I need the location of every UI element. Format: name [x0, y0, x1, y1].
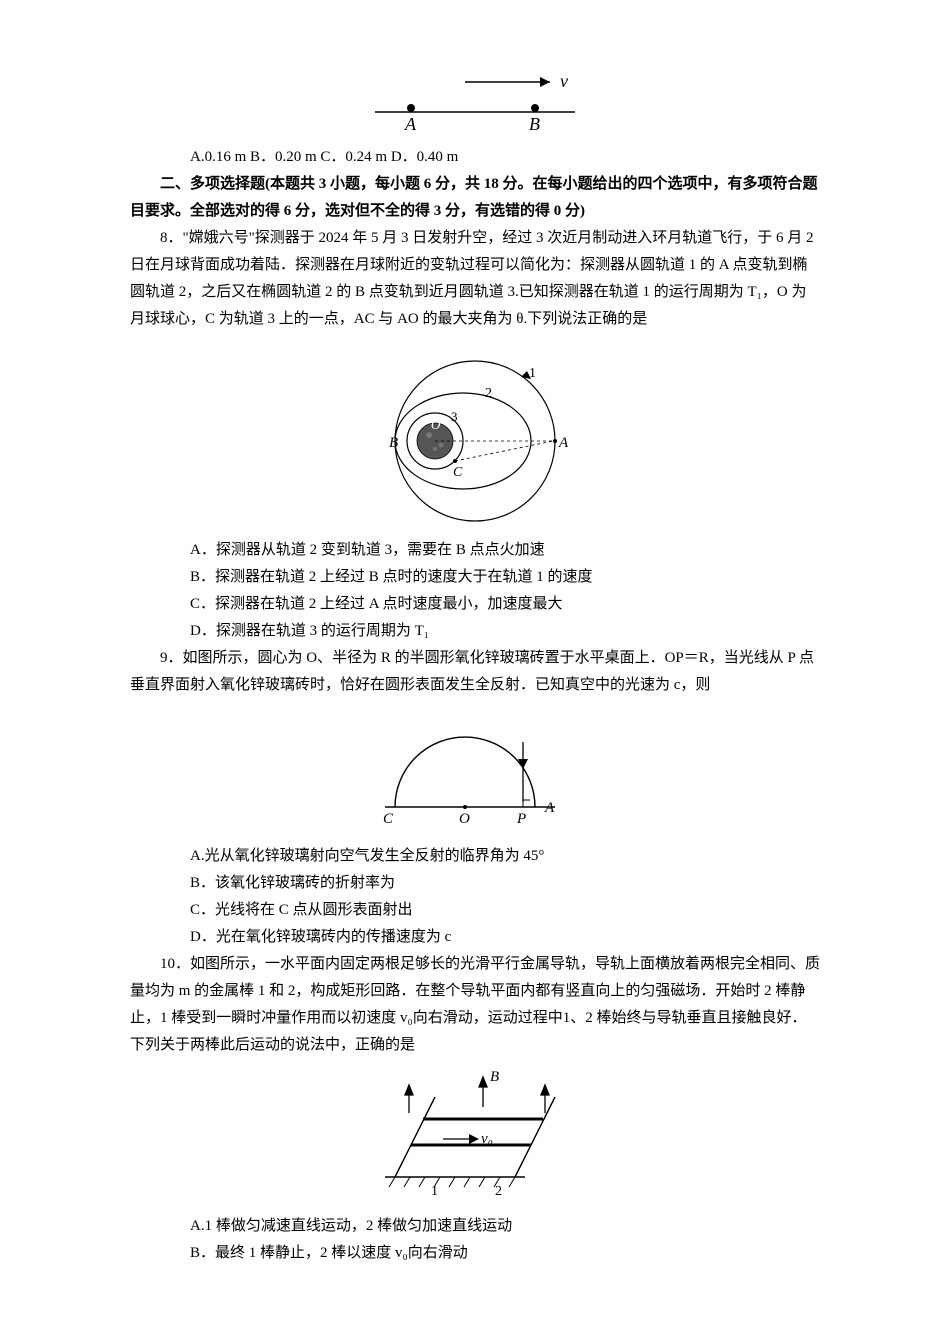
A-label: A — [558, 435, 569, 451]
v-label: v — [560, 71, 568, 91]
bar2-label: 2 — [495, 1184, 502, 1199]
B-label: B — [389, 435, 398, 451]
q8-optC: C．探测器在轨道 2 上经过 A 点时速度最小，加速度最大 — [130, 591, 820, 618]
orbit3-label: 3 — [451, 409, 458, 424]
q8-optB: B．探测器在轨道 2 上经过 B 点时的速度大于在轨道 1 的速度 — [130, 564, 820, 591]
A-label: A — [544, 800, 555, 816]
q7-options: A.0.16 m B．0.20 m C．0.24 m D．0.40 m — [130, 144, 820, 171]
q9-optC: C．光线将在 C 点从圆形表面射出 — [130, 897, 820, 924]
q9-optB: B．该氧化锌玻璃砖的折射率为 — [130, 870, 820, 897]
bar1-label: 1 — [431, 1184, 438, 1199]
v0-label: v₀ — [481, 1131, 493, 1147]
orbit2-label: 2 — [485, 386, 492, 401]
q10-optA: A.1 棒做匀减速直线运动，2 棒做匀加速直线运动 — [130, 1213, 820, 1240]
q10-optB: B．最终 1 棒静止，2 棒以速度 v₀向右滑动 — [130, 1240, 820, 1267]
q8-optD: D．探测器在轨道 3 的运行周期为 T₁ — [130, 618, 820, 645]
q8-optA: A．探测器从轨道 2 变到轨道 3，需要在 B 点点火加速 — [130, 537, 820, 564]
C-label: C — [383, 811, 394, 827]
q9-figure: O C P A — [130, 707, 820, 837]
q9-text: 9．如图所示，圆心为 O、半径为 R 的半圆形氧化锌玻璃砖置于水平桌面上．OP＝… — [130, 645, 820, 699]
q10-text: 10．如图所示，一水平面内固定两根足够长的光滑平行金属导轨，导轨上面横放着两根完… — [130, 951, 820, 1059]
q10-figure: B v₀ 1 2 — [130, 1067, 820, 1207]
q9-optA: A.光从氧化锌玻璃射向空气发生全反射的临界角为 45° — [130, 843, 820, 870]
section2-heading: 二、多项选择题(本题共 3 小题，每小题 6 分，共 18 分。在每小题给出的四… — [130, 171, 820, 225]
O-label: O — [431, 417, 441, 432]
O-label: O — [459, 811, 470, 827]
q8-text: 8．"嫦娥六号"探测器于 2024 年 5 月 3 日发射升空，经过 3 次近月… — [130, 225, 820, 333]
C-label: C — [453, 465, 463, 480]
P-label: P — [516, 811, 526, 827]
q8-figure: O B A C 1 2 3 — [130, 341, 820, 531]
A-label: A — [404, 114, 417, 134]
q7-figure: v A B — [130, 68, 820, 138]
Bfield-label: B — [490, 1069, 499, 1085]
B-label: B — [529, 114, 540, 134]
q9-optD: D．光在氧化锌玻璃砖内的传播速度为 c — [130, 924, 820, 951]
